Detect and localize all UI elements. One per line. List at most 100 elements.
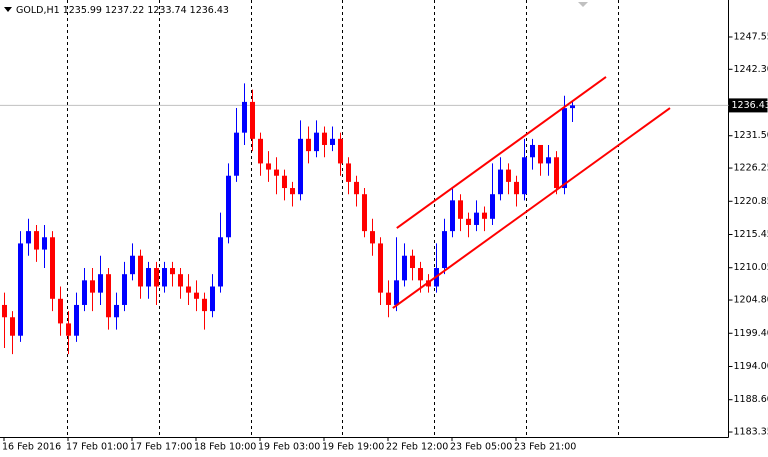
price-label: 1236.43 <box>732 100 768 111</box>
symbol: GOLD,H1 <box>16 5 60 16</box>
x-tick-label: 19 Feb 03:00 <box>258 442 320 453</box>
candle-body <box>418 268 423 281</box>
candle-body <box>386 292 391 305</box>
shift-marker <box>578 2 588 7</box>
candle-body <box>106 274 111 318</box>
y-tick-label: 1226.25 <box>734 163 768 174</box>
candle-body <box>394 280 399 305</box>
candle-body <box>154 268 159 287</box>
x-tick-label: 22 Feb 12:00 <box>386 442 448 453</box>
candle-body <box>322 132 327 145</box>
y-tick-label: 1242.30 <box>734 64 768 75</box>
candle-body <box>402 255 407 281</box>
candle-body <box>546 157 551 164</box>
candle-body <box>10 317 15 336</box>
candle-body <box>138 255 143 287</box>
candle-body <box>18 243 23 336</box>
symbol-icon <box>4 7 12 12</box>
y-tick-label: 1194.00 <box>734 361 768 372</box>
y-tick-label: 1204.80 <box>734 295 768 306</box>
candle-body <box>74 304 79 336</box>
candle-body <box>98 274 103 293</box>
candle-body <box>514 181 519 195</box>
candle-body <box>410 255 415 269</box>
candle-body <box>346 163 351 182</box>
candle-body <box>258 138 263 164</box>
trendline <box>396 76 607 229</box>
candle-body <box>218 237 223 287</box>
header-low: 1233.74 <box>147 5 186 16</box>
candle-body <box>450 200 455 232</box>
candle-body <box>378 243 383 293</box>
candle-body <box>114 304 119 318</box>
candle-body <box>58 298 63 324</box>
x-tick-label: 17 Feb 01:00 <box>66 442 128 453</box>
candle-body <box>50 237 55 299</box>
candle-body <box>186 286 191 293</box>
y-tick-label: 1210.05 <box>734 262 768 273</box>
candle-body <box>370 231 375 244</box>
x-tick-label: 18 Feb 10:00 <box>194 442 256 453</box>
candle-body <box>226 175 231 238</box>
candle-body <box>530 144 535 158</box>
candle-body <box>306 138 311 152</box>
candle-body <box>162 268 167 287</box>
candle-body <box>522 157 527 195</box>
x-tick-label: 17 Feb 17:00 <box>130 442 192 453</box>
candle-body <box>562 108 567 189</box>
candle-body <box>178 274 183 287</box>
candle-body <box>2 304 7 318</box>
candle-body <box>42 237 47 250</box>
candle-body <box>274 169 279 176</box>
x-tick-label: 23 Feb 05:00 <box>450 442 512 453</box>
candle-body <box>242 101 247 133</box>
y-tick-label: 1183.35 <box>734 427 768 438</box>
y-tick-label: 1199.40 <box>734 328 768 339</box>
price-label-box <box>728 98 768 113</box>
candle-body <box>498 169 503 195</box>
candle-body <box>122 274 127 305</box>
candle-body <box>290 188 295 195</box>
candle-body <box>354 181 359 195</box>
candle-body <box>266 163 271 170</box>
candle-body <box>314 132 319 152</box>
candle-body <box>298 138 303 195</box>
candle-body <box>82 280 87 305</box>
candle-body <box>170 268 175 275</box>
y-tick-label: 1215.45 <box>734 229 768 240</box>
candle-body <box>210 286 215 312</box>
header-high: 1237.22 <box>105 5 144 16</box>
candle-body <box>234 132 239 176</box>
x-tick-label: 23 Feb 21:00 <box>514 442 576 453</box>
candle-body <box>570 105 575 109</box>
candle-body <box>554 157 559 189</box>
candle-body <box>26 231 31 244</box>
candle-body <box>506 169 511 182</box>
header-close: 1236.43 <box>190 5 229 16</box>
candle-body <box>482 212 487 219</box>
candle-body <box>490 194 495 219</box>
candle-body <box>282 175 287 189</box>
candle-body <box>362 194 367 232</box>
candle-body <box>250 101 255 139</box>
y-tick-label: 1231.50 <box>734 130 768 141</box>
candle-body <box>66 323 71 336</box>
candle-body <box>466 218 471 225</box>
candle-body <box>90 280 95 293</box>
header-open: 1235.99 <box>63 5 102 16</box>
candle-body <box>474 212 479 225</box>
header: GOLD,H1 1235.99 1237.22 1233.74 1236.43 <box>16 5 229 16</box>
candle-body <box>330 138 335 145</box>
candle-body <box>34 231 39 250</box>
candle-body <box>538 144 543 164</box>
candle-body <box>130 255 135 275</box>
y-tick-label: 1247.55 <box>734 31 768 42</box>
candle-body <box>202 298 207 312</box>
candle-body <box>146 268 151 287</box>
day-separators <box>67 0 619 437</box>
trendline <box>392 107 671 309</box>
candle-body <box>194 292 199 299</box>
